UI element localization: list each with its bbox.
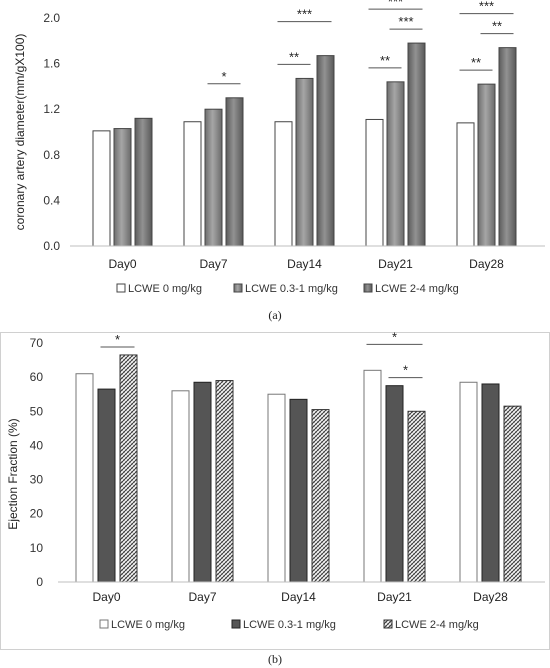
bar-day28-series-1 <box>456 122 475 247</box>
bar-day7-series-1 <box>183 121 202 247</box>
y-tick-label: 2.0 <box>43 11 60 25</box>
legend-label: LCWE 0 mg/kg <box>111 619 185 631</box>
significance-label: ** <box>380 53 390 68</box>
x-tick-label: Day28 <box>473 590 508 604</box>
significance-label: * <box>392 332 397 344</box>
legend-swatch <box>233 283 243 293</box>
significance-label: *** <box>479 0 494 14</box>
significance-label: ** <box>492 19 502 34</box>
y-tick-label: 50 <box>30 404 44 418</box>
y-tick-label: 1.2 <box>43 102 60 116</box>
legend-label: LCWE 0 mg/kg <box>128 283 202 295</box>
bar-day7-series-1 <box>171 390 190 583</box>
bar-day21-series-3 <box>407 410 426 583</box>
y-tick-label: 0 <box>36 575 43 589</box>
legend-swatch <box>363 283 373 293</box>
bar-day28-series-3 <box>498 47 517 247</box>
y-axis-label: Ejection Fraction (%) <box>6 418 20 529</box>
x-tick-label: Day7 <box>188 590 216 604</box>
legend-swatch <box>99 619 109 629</box>
x-tick-label: Day21 <box>378 257 413 271</box>
x-tick-label: Day14 <box>281 590 316 604</box>
x-tick-label: Day21 <box>377 590 412 604</box>
y-axis-label: coronary artery diameter(mm/gX100) <box>13 34 27 231</box>
bar-day21-series-2 <box>385 385 404 583</box>
legend-label: LCWE 2-4 mg/kg <box>375 283 459 295</box>
y-tick-label: 0.8 <box>43 148 60 162</box>
bar-day28-series-1 <box>459 381 478 583</box>
bar-day7-series-3 <box>225 97 244 247</box>
bar-day0-series-1 <box>75 373 94 583</box>
bar-day14-series-2 <box>295 77 314 247</box>
bar-day28-series-2 <box>481 383 500 583</box>
bar-day7-series-3 <box>215 380 234 583</box>
legend-swatch <box>383 619 393 629</box>
bar-day0-series-2 <box>113 128 132 247</box>
bar-day21-series-3 <box>407 42 426 247</box>
significance-label: *** <box>297 7 312 22</box>
significance-label: ** <box>471 55 481 70</box>
bar-day0-series-1 <box>92 130 111 247</box>
y-tick-label: 40 <box>30 438 44 452</box>
significance-label: * <box>115 332 120 347</box>
bar-day0-series-3 <box>119 354 138 583</box>
significance-label: * <box>221 69 226 84</box>
legend-swatch <box>116 283 126 293</box>
bar-day21-series-2 <box>386 81 405 247</box>
y-tick-label: 20 <box>30 507 44 521</box>
x-tick-label: Day0 <box>92 590 120 604</box>
bar-day21-series-1 <box>363 369 382 583</box>
bar-day0-series-3 <box>134 117 153 247</box>
legend-swatch <box>231 619 241 629</box>
bar-day7-series-2 <box>204 108 223 247</box>
bar-day14-series-1 <box>267 393 286 583</box>
bar-day28-series-2 <box>477 83 496 247</box>
panel-label-a: (a) <box>268 308 282 322</box>
x-tick-label: Day0 <box>108 257 136 271</box>
significance-label: *** <box>398 14 413 29</box>
x-tick-label: Day28 <box>469 257 504 271</box>
y-tick-label: 0.4 <box>43 193 60 207</box>
bar-day7-series-2 <box>193 381 212 583</box>
bar-day14-series-2 <box>289 398 308 583</box>
significance-label: * <box>403 363 408 378</box>
y-tick-label: 1.6 <box>43 57 60 71</box>
significance-label: ** <box>289 49 299 64</box>
y-tick-label: 70 <box>30 336 44 350</box>
y-tick-label: 10 <box>30 541 44 555</box>
legend-label: LCWE 0.3-1 mg/kg <box>243 619 336 631</box>
y-tick-label: 30 <box>30 473 44 487</box>
legend-label: LCWE 2-4 mg/kg <box>395 619 479 631</box>
bar-day28-series-3 <box>503 405 522 583</box>
bar-day14-series-3 <box>316 55 335 247</box>
x-tick-label: Day7 <box>199 257 227 271</box>
legend-label: LCWE 0.3-1 mg/kg <box>245 283 338 295</box>
significance-label: *** <box>388 0 403 9</box>
y-tick-label: 60 <box>30 370 44 384</box>
y-tick-label: 0.0 <box>43 239 60 253</box>
chart-b: 0 10 20 30 40 50 60 70 * * * Day0 Day7 Day14 Day21 Da… <box>0 332 550 650</box>
bar-day21-series-1 <box>365 118 384 247</box>
panel-label-b: (b) <box>268 652 282 666</box>
x-tick-label: Day14 <box>287 257 322 271</box>
bar-day0-series-2 <box>97 388 116 583</box>
bar-day14-series-3 <box>311 409 330 583</box>
bar-day14-series-1 <box>274 121 293 247</box>
chart-a: 0.00.40.81.21.62.0 *********************… <box>13 0 545 295</box>
